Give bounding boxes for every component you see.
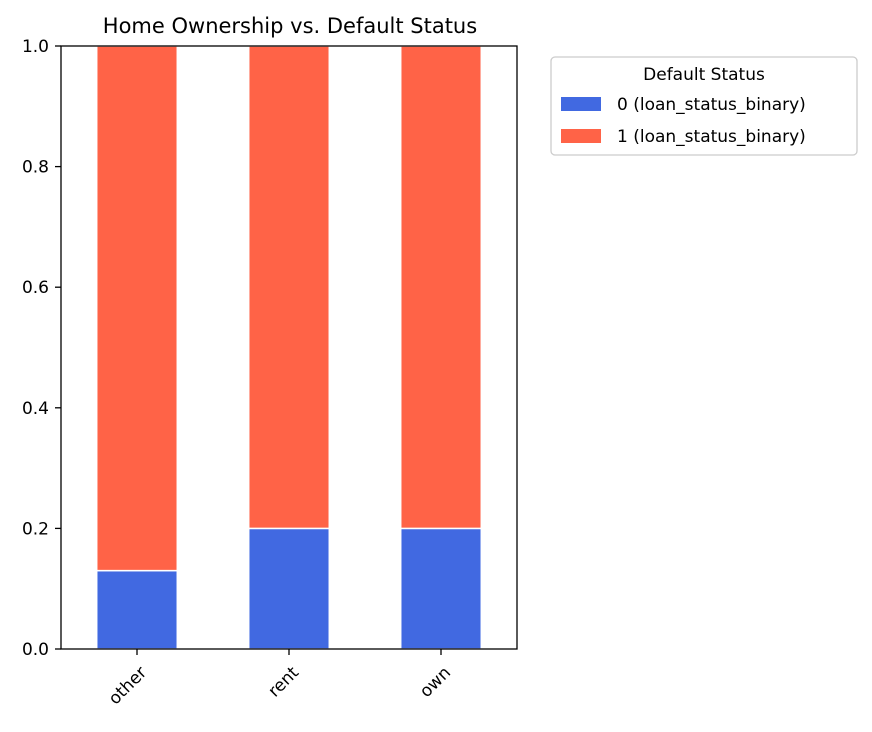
bar-rent-series-1 [247,45,331,530]
bar-other-series-1 [95,45,179,572]
legend-swatch-1 [561,129,601,143]
x-tick-label-own: own [416,663,455,702]
x-axis: other rent own [105,649,455,709]
bars-group [95,45,483,650]
bar-own-series-0 [399,527,483,650]
x-tick-label-other: other [105,663,151,709]
legend-entries: 0 (loan_status_binary) 1 (loan_status_bin… [561,95,806,147]
bar-rent-series-0 [247,527,331,650]
legend-label-0: 0 (loan_status_binary) [617,95,806,115]
y-tick-label: 0.0 [22,640,49,660]
y-tick-label: 0.2 [22,519,49,539]
y-tick-label: 1.0 [22,37,49,57]
y-tick-label: 0.8 [22,158,49,178]
x-tick-label-rent: rent [264,663,303,702]
legend: Default Status 0 (loan_status_binary) 1 (… [550,56,858,156]
bar-own-series-1 [399,45,483,530]
chart-title: Home Ownership vs. Default Status [103,14,477,38]
legend-swatch-0 [561,97,601,111]
bar-other-series-0 [95,569,179,650]
y-axis: 0.0 0.2 0.4 0.6 0.8 1.0 [22,37,61,660]
legend-title: Default Status [643,65,765,85]
y-tick-label: 0.4 [22,399,49,419]
y-tick-label: 0.6 [22,278,49,298]
legend-box [550,56,858,156]
legend-label-1: 1 (loan_status_binary) [617,127,806,147]
